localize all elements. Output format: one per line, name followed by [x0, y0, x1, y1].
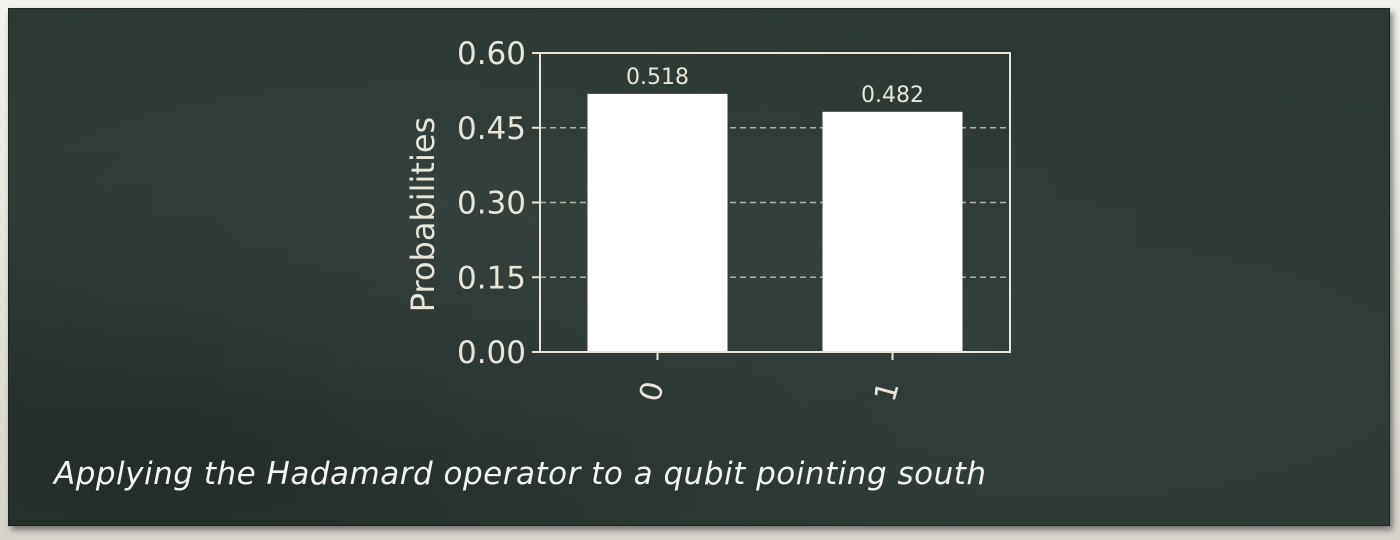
- caption: Applying the Hadamard operator to a qubi…: [54, 456, 987, 492]
- x-tick-label-0: 0: [633, 378, 672, 406]
- chalkboard-background: 0.518 0 0.482 1 0.00 0.15 0.30 0.45 0.60 Probabil…: [8, 8, 1390, 526]
- y-tick-label: 0.60: [457, 36, 526, 72]
- y-tick-label: 0.30: [457, 186, 526, 222]
- y-tick-label: 0.15: [457, 260, 526, 296]
- bar-1: [822, 111, 963, 352]
- bar-0: [587, 93, 728, 352]
- y-tick-label: 0.45: [457, 111, 526, 147]
- probability-bar-chart: 0.518 0 0.482 1 0.00 0.15 0.30 0.45 0.60 Probabil…: [404, 36, 1011, 406]
- x-tick-label-1: 1: [868, 378, 907, 406]
- data-label-0: 0.518: [626, 65, 689, 90]
- y-tick-label: 0.00: [457, 335, 526, 371]
- data-label-1: 0.482: [861, 83, 924, 108]
- y-axis-label: Probabilities: [404, 117, 442, 312]
